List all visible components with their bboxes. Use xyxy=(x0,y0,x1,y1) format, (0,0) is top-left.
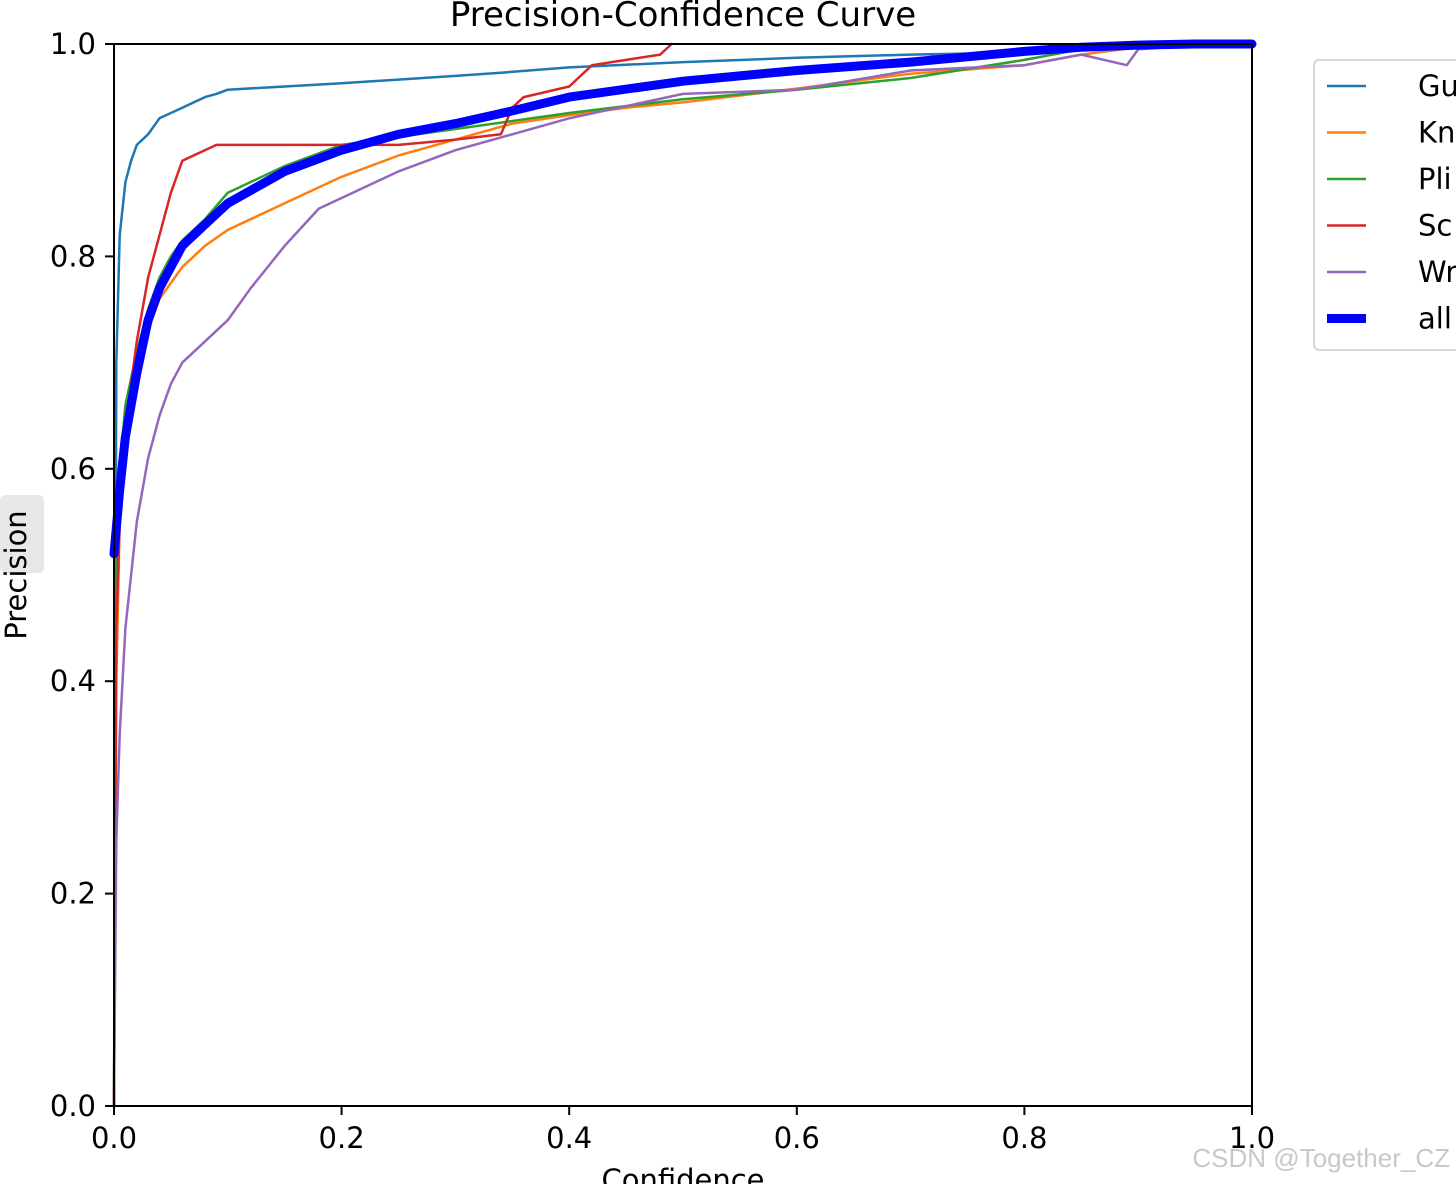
y-tick-label: 0.0 xyxy=(50,1089,96,1123)
x-axis-ticks: 0.0 0.2 0.4 0.6 0.8 1.0 xyxy=(91,1106,1275,1155)
series-line-all xyxy=(109,39,1257,559)
x-tick-label: 0.0 xyxy=(91,1121,137,1155)
y-axis-label-highlight xyxy=(0,495,44,573)
series-line-sc xyxy=(112,42,673,1108)
legend: Gu Kn Pli Sc Wr all xyxy=(1313,59,1456,351)
watermark: CSDN @Together_CZ xyxy=(1192,1143,1450,1173)
chart-title: Precision-Confidence Curve xyxy=(450,0,916,35)
legend-label-all: all xyxy=(1418,302,1452,336)
x-axis-label: Confidence xyxy=(601,1163,764,1184)
plot-lines xyxy=(109,39,1257,1108)
series-line-wr xyxy=(112,42,1254,1108)
y-tick-label: 0.8 xyxy=(50,239,96,273)
y-tick-label: 0.2 xyxy=(50,877,96,911)
legend-label-gu: Gu xyxy=(1418,69,1456,103)
legend-label-pli: Pli xyxy=(1418,162,1452,196)
series-line-kn xyxy=(112,42,1254,1108)
legend-label-sc: Sc xyxy=(1418,209,1452,243)
x-tick-label: 0.6 xyxy=(774,1121,820,1155)
y-axis-ticks: 0.0 0.2 0.4 0.6 0.8 1.0 xyxy=(50,27,114,1123)
x-tick-label: 0.4 xyxy=(546,1121,592,1155)
legend-label-kn: Kn xyxy=(1418,116,1455,150)
y-axis-label: Precision xyxy=(0,510,33,639)
y-tick-label: 0.4 xyxy=(50,664,96,698)
y-tick-label: 1.0 xyxy=(50,27,96,61)
y-tick-label: 0.6 xyxy=(50,452,96,486)
x-tick-label: 0.8 xyxy=(1001,1121,1047,1155)
plot-frame xyxy=(113,43,1253,1107)
legend-label-wr: Wr xyxy=(1418,255,1456,289)
x-tick-label: 1.0 xyxy=(1229,1121,1275,1155)
x-tick-label: 0.2 xyxy=(319,1121,365,1155)
